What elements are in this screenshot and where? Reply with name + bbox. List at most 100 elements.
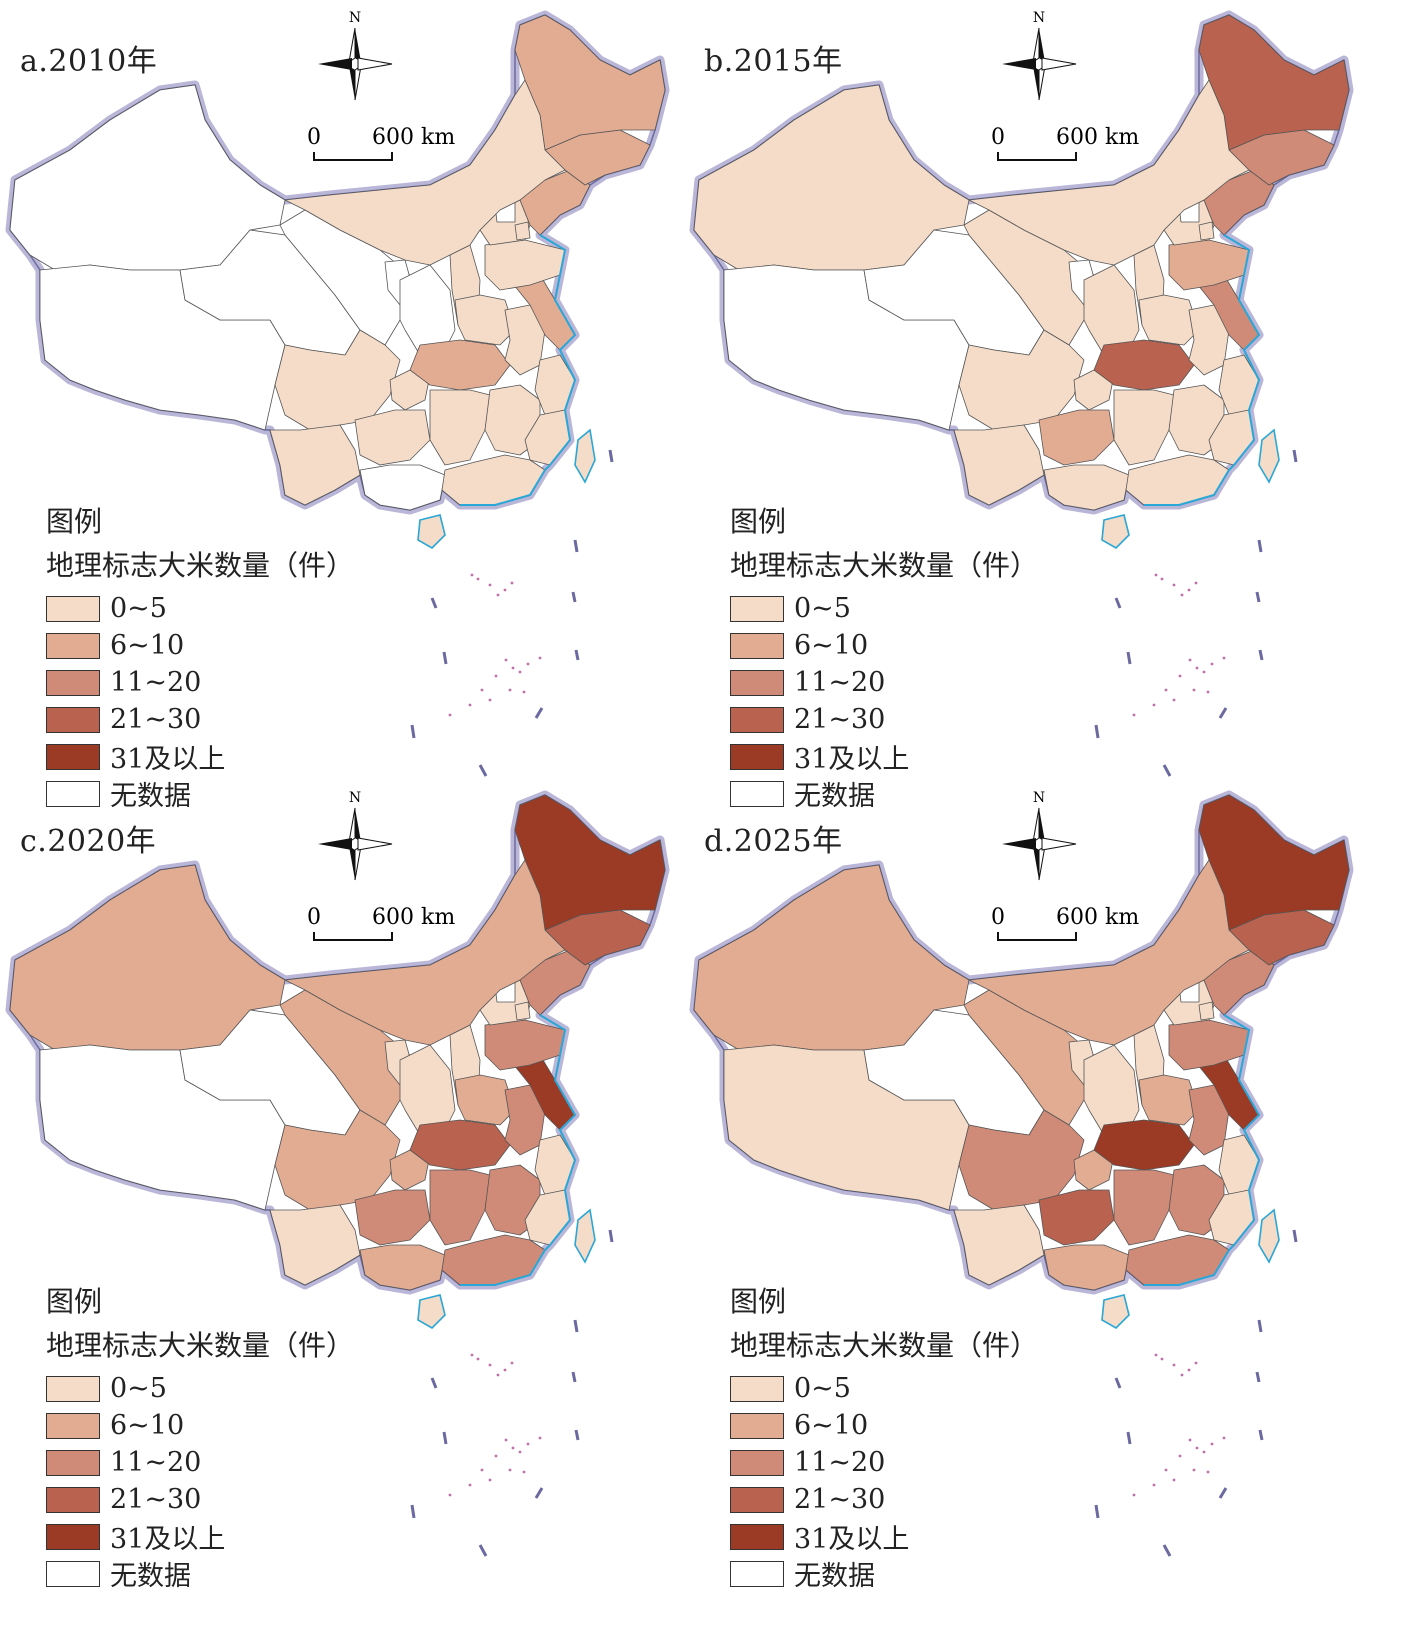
legend-swatch	[46, 632, 100, 659]
legend-swatch	[46, 706, 100, 733]
boundary-dash	[410, 1504, 416, 1519]
province-neimenggu	[968, 859, 1250, 1046]
province-yunnan	[953, 424, 1045, 506]
north-arrow-icon	[1002, 807, 1077, 881]
boundary-dash	[1257, 539, 1263, 553]
legend-subtitle: 地理标志大米数量（件）	[46, 549, 355, 582]
legend-swatch	[46, 743, 100, 770]
boundary-dash	[1257, 1319, 1263, 1333]
north-arrow-icon	[1002, 27, 1077, 101]
province-shandong	[1168, 239, 1250, 291]
province-henan	[1138, 1074, 1200, 1126]
legend-subtitle: 地理标志大米数量（件）	[730, 549, 1039, 582]
map-panel-c: N 0 600 km c.2020年 图例 地理标志大米数量（件） 0~5 6~10 11~20…	[0, 780, 709, 1602]
island-dot	[448, 713, 452, 717]
north-arrow-icon	[318, 807, 393, 881]
boundary-dash	[1114, 1377, 1122, 1389]
province-tianjin	[1198, 1001, 1215, 1021]
island-dot	[1188, 658, 1192, 662]
legend-swatch	[46, 780, 100, 807]
island-dot	[1202, 670, 1206, 674]
island-dot	[494, 674, 498, 678]
boundary-dash	[1258, 1429, 1264, 1441]
island-dot	[504, 1438, 508, 1442]
boundary-dash	[1126, 1431, 1132, 1445]
province-tianjin	[514, 221, 531, 241]
island-dot	[510, 581, 514, 585]
island-dot	[503, 588, 507, 592]
legend-swatch	[730, 1560, 784, 1587]
province-shandong	[484, 239, 566, 291]
boundary-dash	[1094, 1504, 1100, 1519]
boundary-dash	[534, 1487, 544, 1499]
legend-swatch	[730, 1449, 784, 1476]
legend-label: 21~30	[794, 1484, 886, 1515]
legend: 图例 地理标志大米数量（件） 0~5 6~10 11~20 21~30 31及以上 无数据	[730, 500, 1038, 812]
island-dot	[1154, 1353, 1158, 1357]
island-dot	[470, 1353, 474, 1357]
taiwan-coast	[1258, 1208, 1280, 1264]
boundary-dash	[608, 449, 614, 463]
legend-item: 31及以上	[730, 738, 1038, 775]
legend-item: 6~10	[730, 1407, 1038, 1444]
map-panel-a: N 0 600 km a.2010年 图例 地理标志大米数量（件） 0~5 6~10 11~20…	[0, 0, 709, 822]
coastline	[460, 234, 577, 506]
island-dot	[488, 1363, 492, 1367]
legend-label: 无数据	[110, 781, 191, 812]
island-dot	[1172, 1363, 1176, 1367]
island-dot	[504, 658, 508, 662]
legend-item: 11~20	[730, 1444, 1038, 1481]
island-dot	[1164, 688, 1168, 692]
legend-label: 0~5	[794, 593, 851, 624]
island-dot	[494, 1454, 498, 1458]
legend-label: 31及以上	[794, 744, 910, 775]
legend-item: 0~5	[730, 1370, 1038, 1407]
island-dot	[480, 1468, 484, 1472]
scale-zero-label: 0	[991, 125, 1005, 150]
legend-label: 21~30	[110, 1484, 202, 1515]
province-hunan	[1113, 1169, 1175, 1246]
legend-label: 11~20	[110, 1447, 202, 1478]
island-dot	[476, 577, 480, 581]
island-dot	[480, 688, 484, 692]
legend-label: 11~20	[110, 667, 202, 698]
scale-zero-label: 0	[991, 905, 1005, 930]
legend-item: 无数据	[730, 1555, 1038, 1592]
panel-title: b.2015年	[704, 44, 843, 79]
legend-item: 6~10	[730, 627, 1038, 664]
island-dot	[538, 656, 542, 660]
island-dot	[1192, 688, 1196, 692]
north-arrow-icon	[318, 27, 393, 101]
province-guizhou	[354, 409, 431, 466]
legend-title: 图例	[730, 505, 787, 538]
boundary-dash	[571, 1371, 577, 1383]
island-dot	[1172, 1478, 1176, 1482]
island-dot	[1195, 666, 1199, 670]
coastline	[1144, 1014, 1261, 1286]
island-dot	[1195, 1446, 1199, 1450]
island-dot	[1206, 690, 1210, 694]
island-dot	[488, 1478, 492, 1482]
legend-label: 6~10	[110, 1410, 185, 1441]
panel-title: c.2020年	[20, 824, 157, 859]
china-map: N 0 600 km	[689, 10, 1354, 777]
legend-swatch	[46, 595, 100, 622]
province-sichuan	[958, 1109, 1085, 1211]
legend-swatch	[46, 1486, 100, 1513]
legend-label: 11~20	[794, 1447, 886, 1478]
island-dot	[1180, 593, 1184, 597]
north-label: N	[1033, 10, 1045, 26]
province-hubei	[1093, 339, 1195, 391]
legend-swatch	[730, 780, 784, 807]
island-dot	[468, 1483, 472, 1487]
province-hunan	[429, 1169, 491, 1246]
boundary-dash	[442, 651, 448, 665]
scale-zero-label: 0	[307, 125, 321, 150]
province-yunnan	[269, 424, 361, 506]
island-dot	[518, 1450, 522, 1454]
legend-label: 21~30	[794, 704, 886, 735]
island-dot	[1132, 1493, 1136, 1497]
island-dot	[1160, 1357, 1164, 1361]
legend-item: 0~5	[730, 590, 1038, 627]
province-guangxi	[1043, 1244, 1130, 1291]
